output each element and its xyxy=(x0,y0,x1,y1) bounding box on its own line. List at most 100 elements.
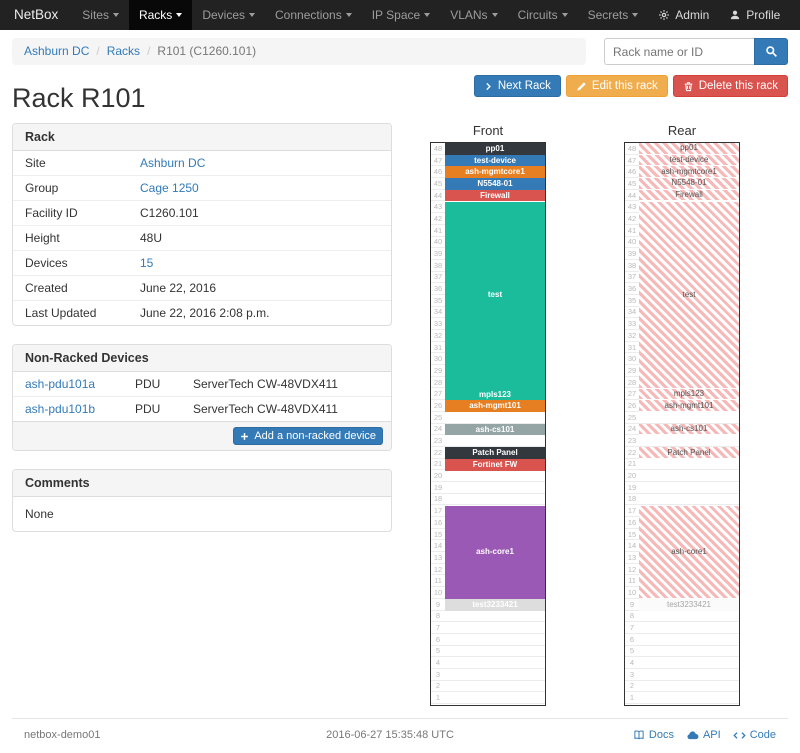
device-front-pp01[interactable]: pp01 xyxy=(445,143,545,155)
rack-unit-row: 23 xyxy=(431,435,545,447)
rack-unit-row: 25 xyxy=(431,412,545,424)
footer-link-code[interactable]: Code xyxy=(733,729,776,742)
next-rack-button[interactable]: Next Rack xyxy=(473,75,561,97)
device-front-firewall[interactable]: Firewall xyxy=(445,189,545,202)
nav-item-connections[interactable]: Connections xyxy=(265,0,362,30)
caret-down-icon xyxy=(112,13,119,17)
device-front-test-device[interactable]: test-device xyxy=(445,154,545,167)
rack-info-row-height: Height 48U xyxy=(13,225,391,250)
breadcrumb-item-racks[interactable]: Racks xyxy=(106,44,141,58)
device-front-test3233421[interactable]: test3233421 xyxy=(445,599,545,611)
unit-number: 41 xyxy=(433,225,443,235)
nav-item-label: Devices xyxy=(202,8,245,22)
breadcrumb-item-ashburn-dc[interactable]: Ashburn DC xyxy=(24,44,90,58)
info-value[interactable]: Ashburn DC xyxy=(140,156,206,170)
nav-item-ip-space[interactable]: IP Space xyxy=(362,0,440,30)
device-front-ash-core1[interactable]: ash-core1 xyxy=(445,505,545,600)
device-rear-patch-panel[interactable]: Patch Panel xyxy=(639,447,739,459)
empty-unit xyxy=(445,657,545,668)
device-front-n5548-01[interactable]: N5548-01 xyxy=(445,178,545,190)
unit-number: 29 xyxy=(433,365,443,375)
unit-number: 28 xyxy=(627,377,637,387)
nav-item-racks[interactable]: Racks xyxy=(128,0,193,30)
nav-item-log-out[interactable]: Log out xyxy=(790,0,800,30)
empty-unit xyxy=(445,681,545,692)
empty-unit xyxy=(639,692,739,703)
app-brand[interactable]: NetBox xyxy=(14,7,59,22)
device-link[interactable]: ash-pdu101b xyxy=(25,402,96,416)
device-rear-test-device[interactable]: test-device xyxy=(639,154,739,167)
nav-item-sites[interactable]: Sites xyxy=(72,0,129,30)
unit-number: 37 xyxy=(627,272,637,282)
cloud-icon xyxy=(686,729,699,742)
edit-rack-button[interactable]: Edit this rack xyxy=(565,75,668,97)
rack-panel-title: Rack xyxy=(13,124,391,151)
device-rear-ash-core1[interactable]: ash-core1 xyxy=(639,505,739,600)
device-rear-firewall[interactable]: Firewall xyxy=(639,189,739,202)
empty-unit xyxy=(639,646,739,657)
delete-rack-button[interactable]: Delete this rack xyxy=(672,75,788,97)
info-value[interactable]: Cage 1250 xyxy=(140,181,199,195)
info-value[interactable]: 15 xyxy=(140,256,154,270)
unit-number: 13 xyxy=(433,552,443,562)
empty-unit xyxy=(445,622,545,633)
nav-item-profile[interactable]: Profile xyxy=(719,0,790,30)
unit-number: 31 xyxy=(627,342,637,352)
edit-rack-label: Edit this rack xyxy=(591,80,658,92)
device-front-ash-cs101[interactable]: ash-cs101 xyxy=(445,423,545,436)
empty-unit xyxy=(445,634,545,645)
unit-number: 10 xyxy=(433,587,443,597)
device-rear-ash-mgmt101[interactable]: ash-mgmt101 xyxy=(639,400,739,413)
footer-link-docs[interactable]: Docs xyxy=(633,729,674,742)
nav-item-devices[interactable]: Devices xyxy=(192,0,265,30)
unit-number: 20 xyxy=(627,471,637,481)
unit-number: 48 xyxy=(627,143,637,153)
device-rear-n5548-01[interactable]: N5548-01 xyxy=(639,178,739,190)
device-front-test[interactable]: test xyxy=(445,201,545,389)
info-label: Devices xyxy=(25,256,68,270)
device-link[interactable]: ash-pdu101a xyxy=(25,377,96,391)
unit-number: 26 xyxy=(433,400,443,410)
nav-item-circuits[interactable]: Circuits xyxy=(508,0,578,30)
device-front-fortinet-fw[interactable]: Fortinet FW xyxy=(445,458,545,471)
device-rear-ash-mgmtcore1[interactable]: ash-mgmtcore1 xyxy=(639,166,739,179)
nonracked-panel-footer: Add a non-racked device xyxy=(13,421,391,450)
delete-rack-label: Delete this rack xyxy=(698,80,778,92)
unit-number: 42 xyxy=(433,213,443,223)
unit-number: 27 xyxy=(433,389,443,399)
caret-down-icon xyxy=(176,13,183,17)
comments-body: None xyxy=(25,507,54,521)
device-rear-pp01[interactable]: pp01 xyxy=(639,143,739,155)
unit-number: 39 xyxy=(433,249,443,259)
empty-unit xyxy=(639,657,739,668)
nav-item-vlans[interactable]: VLANs xyxy=(440,0,507,30)
rack-unit-row: 4 xyxy=(431,657,545,669)
device-front-patch-panel[interactable]: Patch Panel xyxy=(445,447,545,459)
empty-unit xyxy=(639,459,739,470)
info-label: Group xyxy=(25,181,59,195)
nav-item-admin[interactable]: Admin xyxy=(648,0,719,30)
caret-down-icon xyxy=(345,13,352,17)
nav-item-secrets[interactable]: Secrets xyxy=(578,0,649,30)
add-nonracked-device-button[interactable]: Add a non-racked device xyxy=(233,427,383,445)
unit-number: 45 xyxy=(433,178,443,188)
search-button[interactable] xyxy=(754,38,788,65)
unit-number: 39 xyxy=(627,249,637,259)
page-title: Rack R101 xyxy=(12,83,146,113)
device-front-ash-mgmtcore1[interactable]: ash-mgmtcore1 xyxy=(445,166,545,179)
device-rear-mpls123[interactable]: mpls123 xyxy=(639,388,739,401)
search-input[interactable] xyxy=(604,38,754,65)
unit-number: 47 xyxy=(627,155,637,165)
footer-link-api[interactable]: API xyxy=(686,729,721,742)
device-rear-test[interactable]: test xyxy=(639,201,739,389)
device-rear-ash-cs101[interactable]: ash-cs101 xyxy=(639,423,739,436)
unit-number: 38 xyxy=(433,260,443,270)
device-front-ash-mgmt101[interactable]: ash-mgmt101 xyxy=(445,400,545,413)
comments-panel: Comments None xyxy=(12,469,392,532)
device-rear-test3233421[interactable]: test3233421 xyxy=(639,599,739,611)
empty-unit xyxy=(445,435,545,446)
unit-number: 8 xyxy=(435,611,441,621)
device-front-mpls123[interactable]: mpls123 xyxy=(445,388,545,401)
caret-down-icon xyxy=(249,13,255,17)
unit-number: 18 xyxy=(433,494,443,504)
